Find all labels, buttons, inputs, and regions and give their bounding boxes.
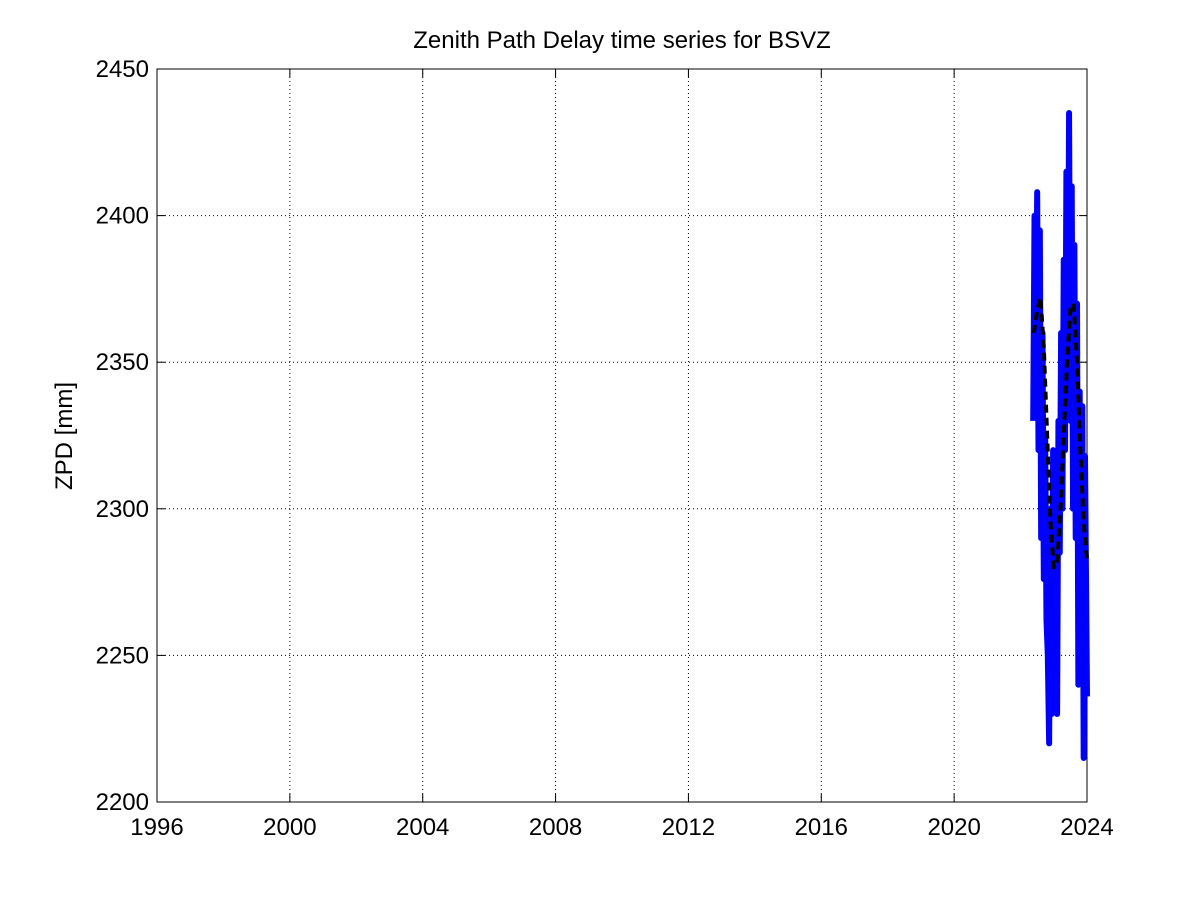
y-tick-label: 2250 [96,642,149,669]
y-tick-label: 2350 [96,349,149,376]
x-tick-label: 1996 [130,814,183,841]
trend-line [1031,295,1089,570]
x-tick-label: 2000 [263,814,316,841]
y-tick-label: 2300 [96,496,149,523]
y-axis-label: ZPD [mm] [51,382,78,490]
y-tick-label: 2400 [96,203,149,230]
x-tick-label: 2020 [927,814,980,841]
x-tick-label: 2008 [529,814,582,841]
y-tick-label: 2450 [96,56,149,83]
chart-title: Zenith Path Delay time series for BSVZ [413,27,831,54]
x-tick-label: 2016 [795,814,848,841]
x-tick-label: 2004 [396,814,449,841]
plot-frame [156,68,1088,803]
x-tick-label: 2012 [662,814,715,841]
y-tick-label: 2200 [96,789,149,816]
x-tick-label: 2024 [1060,814,1113,841]
data-line [1030,109,1090,762]
